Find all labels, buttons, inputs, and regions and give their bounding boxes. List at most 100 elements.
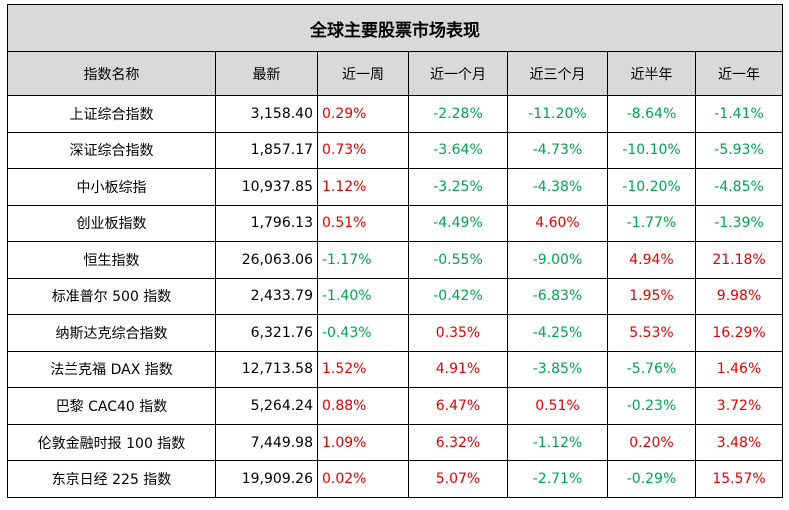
index-name: 中小板综指 bbox=[7, 168, 216, 206]
change-half-year: -5.76% bbox=[607, 350, 696, 389]
change-week: 1.52% bbox=[317, 350, 409, 389]
change-year: -1.41% bbox=[694, 95, 784, 133]
latest-value: 6,321.76 bbox=[215, 314, 318, 352]
index-name: 巴黎 CAC40 指数 bbox=[7, 387, 216, 425]
change-week: -1.40% bbox=[317, 277, 409, 316]
change-year: 3.72% bbox=[694, 387, 784, 425]
table-row: 东京日经 225 指数 19,909.26 0.02% 5.07% -2.71% -0.2… bbox=[7, 460, 784, 498]
change-month: 4.91% bbox=[408, 350, 508, 389]
index-name: 伦敦金融时报 100 指数 bbox=[7, 423, 216, 462]
change-week: 1.12% bbox=[317, 168, 409, 206]
market-performance-table: 全球主要股票市场表现 指数名称 最新 近一周 近一个月 近三个月 近半年 近一年… bbox=[6, 4, 784, 498]
change-three-months: -1.12% bbox=[507, 423, 608, 462]
change-month: -4.49% bbox=[408, 204, 508, 243]
column-header-half-year: 近半年 bbox=[607, 51, 696, 96]
table-row: 标准普尔 500 指数 2,433.79 -1.40% -0.42% -6.83% 1.9… bbox=[7, 277, 784, 316]
latest-value: 26,063.06 bbox=[215, 241, 318, 279]
index-name: 上证综合指数 bbox=[7, 95, 216, 133]
table-row: 深证综合指数 1,857.17 0.73% -3.64% -4.73% -10.10% -5… bbox=[7, 131, 784, 170]
column-header-name: 指数名称 bbox=[7, 51, 216, 96]
change-week: 0.88% bbox=[317, 387, 409, 425]
change-year: 9.98% bbox=[694, 277, 784, 316]
change-year: -1.39% bbox=[694, 204, 784, 243]
change-three-months: -11.20% bbox=[507, 95, 608, 133]
column-header-three-months: 近三个月 bbox=[507, 51, 608, 96]
change-month: -3.25% bbox=[408, 168, 508, 206]
column-header-week: 近一周 bbox=[317, 51, 409, 96]
change-month: 5.07% bbox=[408, 460, 508, 498]
latest-value: 2,433.79 bbox=[215, 277, 318, 316]
change-month: -0.42% bbox=[408, 277, 508, 316]
change-week: 0.73% bbox=[317, 131, 409, 170]
change-three-months: 0.51% bbox=[507, 387, 608, 425]
change-month: -3.64% bbox=[408, 131, 508, 170]
change-week: 0.29% bbox=[317, 95, 409, 133]
change-three-months: -9.00% bbox=[507, 241, 608, 279]
table-row: 中小板综指 10,937.85 1.12% -3.25% -4.38% -10.20% -4… bbox=[7, 168, 784, 206]
change-month: 6.32% bbox=[408, 423, 508, 462]
table-title: 全球主要股票市场表现 bbox=[6, 4, 784, 52]
table-row: 恒生指数 26,063.06 -1.17% -0.55% -9.00% 4.94% 21.1… bbox=[7, 241, 784, 279]
change-half-year: -10.10% bbox=[607, 131, 696, 170]
change-week: 0.51% bbox=[317, 204, 409, 243]
table-row: 上证综合指数 3,158.40 0.29% -2.28% -11.20% -8.64% -1… bbox=[7, 95, 784, 133]
table-row: 巴黎 CAC40 指数 5,264.24 0.88% 6.47% 0.51% -0.23%… bbox=[7, 387, 784, 425]
change-year: -4.85% bbox=[694, 168, 784, 206]
change-three-months: -3.85% bbox=[507, 350, 608, 389]
title-row: 全球主要股票市场表现 bbox=[6, 4, 784, 52]
index-name: 东京日经 225 指数 bbox=[7, 460, 216, 498]
change-month: -2.28% bbox=[408, 95, 508, 133]
change-week: 1.09% bbox=[317, 423, 409, 462]
index-name: 纳斯达克综合指数 bbox=[7, 314, 216, 352]
change-three-months: 4.60% bbox=[507, 204, 608, 243]
table-row: 纳斯达克综合指数 6,321.76 -0.43% 0.35% -4.25% 5.53% 16… bbox=[7, 314, 784, 352]
change-week: 0.02% bbox=[317, 460, 409, 498]
header-row: 指数名称 最新 近一周 近一个月 近三个月 近半年 近一年 bbox=[7, 51, 784, 96]
change-half-year: -1.77% bbox=[607, 204, 696, 243]
change-month: -0.55% bbox=[408, 241, 508, 279]
latest-value: 1,857.17 bbox=[215, 131, 318, 170]
latest-value: 5,264.24 bbox=[215, 387, 318, 425]
latest-value: 10,937.85 bbox=[215, 168, 318, 206]
change-year: 3.48% bbox=[694, 423, 784, 462]
column-header-year: 近一年 bbox=[694, 51, 784, 96]
change-half-year: 5.53% bbox=[607, 314, 696, 352]
column-header-latest: 最新 bbox=[215, 51, 318, 96]
change-month: 0.35% bbox=[408, 314, 508, 352]
change-half-year: 1.95% bbox=[607, 277, 696, 316]
index-name: 恒生指数 bbox=[7, 241, 216, 279]
change-year: -5.93% bbox=[694, 131, 784, 170]
latest-value: 3,158.40 bbox=[215, 95, 318, 133]
change-year: 1.46% bbox=[694, 350, 784, 389]
latest-value: 7,449.98 bbox=[215, 423, 318, 462]
latest-value: 19,909.26 bbox=[215, 460, 318, 498]
change-half-year: -0.29% bbox=[607, 460, 696, 498]
table-body: 上证综合指数 3,158.40 0.29% -2.28% -11.20% -8.64% -1… bbox=[7, 95, 784, 498]
table-row: 创业板指数 1,796.13 0.51% -4.49% 4.60% -1.77% -1.39… bbox=[7, 204, 784, 243]
table-row: 伦敦金融时报 100 指数 7,449.98 1.09% 6.32% -1.12% 0.2… bbox=[7, 423, 784, 462]
index-name: 创业板指数 bbox=[7, 204, 216, 243]
table-row: 法兰克福 DAX 指数 12,713.58 1.52% 4.91% -3.85% -5.7… bbox=[7, 350, 784, 389]
change-three-months: -2.71% bbox=[507, 460, 608, 498]
change-three-months: -4.25% bbox=[507, 314, 608, 352]
index-name: 法兰克福 DAX 指数 bbox=[7, 350, 216, 389]
change-half-year: -0.23% bbox=[607, 387, 696, 425]
change-half-year: 4.94% bbox=[607, 241, 696, 279]
change-month: 6.47% bbox=[408, 387, 508, 425]
change-half-year: -10.20% bbox=[607, 168, 696, 206]
index-name: 深证综合指数 bbox=[7, 131, 216, 170]
change-week: -0.43% bbox=[317, 314, 409, 352]
latest-value: 1,796.13 bbox=[215, 204, 318, 243]
change-three-months: -4.38% bbox=[507, 168, 608, 206]
change-three-months: -4.73% bbox=[507, 131, 608, 170]
latest-value: 12,713.58 bbox=[215, 350, 318, 389]
change-half-year: -8.64% bbox=[607, 95, 696, 133]
column-header-month: 近一个月 bbox=[408, 51, 508, 96]
change-week: -1.17% bbox=[317, 241, 409, 279]
change-year: 15.57% bbox=[694, 460, 784, 498]
change-three-months: -6.83% bbox=[507, 277, 608, 316]
index-name: 标准普尔 500 指数 bbox=[7, 277, 216, 316]
change-half-year: 0.20% bbox=[607, 423, 696, 462]
change-year: 16.29% bbox=[694, 314, 784, 352]
change-year: 21.18% bbox=[694, 241, 784, 279]
